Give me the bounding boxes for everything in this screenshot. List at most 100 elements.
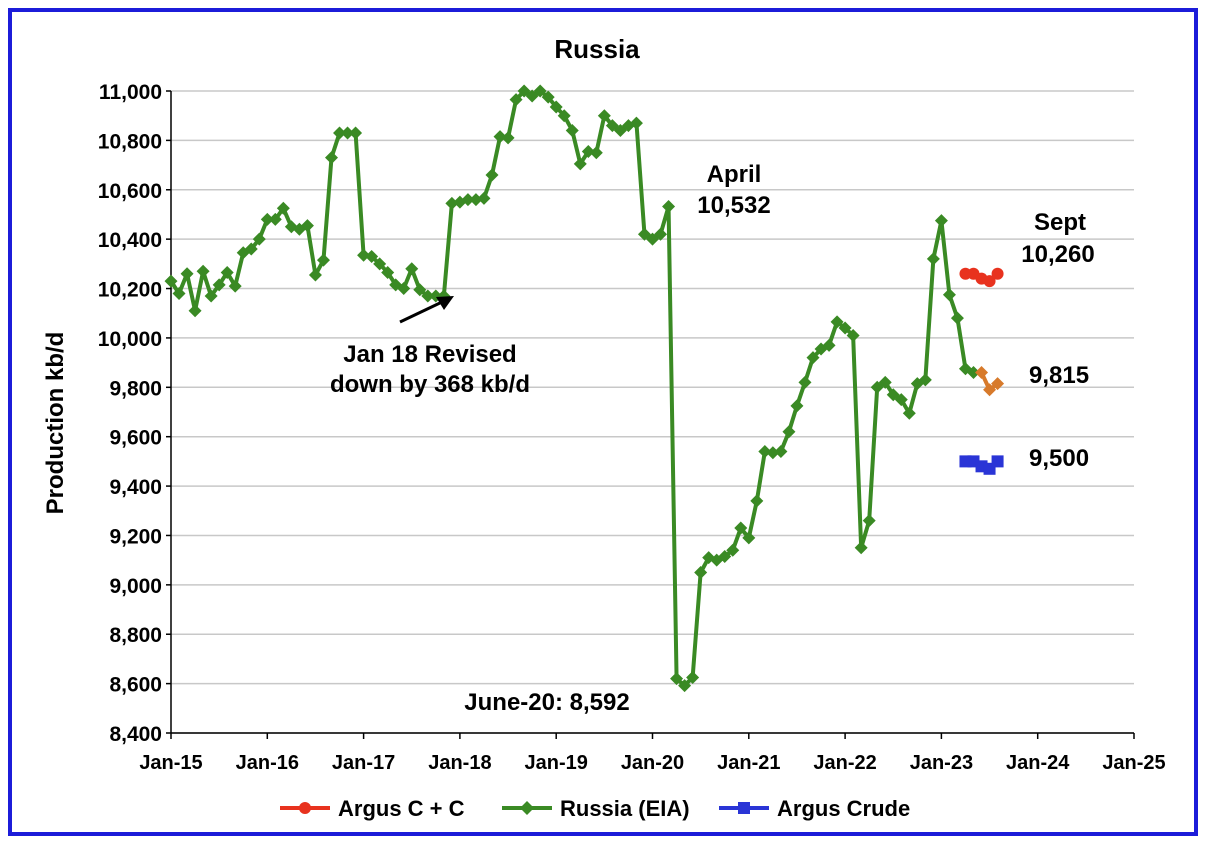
annotation-april-value: 10,532 bbox=[697, 192, 770, 219]
legend-item-russia-eia: Russia (EIA) bbox=[502, 796, 690, 821]
data-point bbox=[926, 252, 940, 266]
y-tick-label: 10,400 bbox=[98, 229, 162, 252]
data-point bbox=[493, 130, 507, 144]
y-tick-label: 10,000 bbox=[98, 328, 162, 351]
data-point bbox=[734, 521, 748, 535]
annotation-june20: June-20: 8,592 bbox=[464, 689, 629, 716]
y-tick-label: 8,800 bbox=[109, 624, 162, 647]
data-point bbox=[654, 227, 668, 241]
x-tick-label: Jan-15 bbox=[139, 752, 202, 774]
x-tick-label: Jan-20 bbox=[621, 752, 684, 774]
y-tick-label: 9,000 bbox=[109, 575, 162, 598]
annotation-sept: Sept bbox=[1034, 209, 1086, 236]
annotation-9500: 9,500 bbox=[1029, 445, 1089, 472]
y-tick-label: 9,200 bbox=[109, 525, 162, 548]
data-point bbox=[846, 328, 860, 342]
x-tick-label: Jan-18 bbox=[428, 752, 491, 774]
y-tick-label: 9,400 bbox=[109, 476, 162, 499]
data-point bbox=[477, 191, 491, 205]
data-point bbox=[220, 265, 234, 279]
data-point bbox=[589, 146, 603, 160]
arrow-icon bbox=[399, 296, 454, 324]
chart-frame: 8,400 8,600 8,800 9,000 9,200 9,400 9,600 9,800… bbox=[8, 8, 1198, 836]
data-point bbox=[822, 338, 836, 352]
data-point bbox=[694, 566, 708, 579]
data-point bbox=[597, 109, 611, 123]
data-point bbox=[726, 543, 740, 557]
data-point bbox=[421, 289, 435, 303]
data-point bbox=[461, 193, 475, 207]
data-point bbox=[878, 375, 892, 389]
data-point bbox=[445, 196, 459, 210]
data-point bbox=[533, 84, 547, 98]
data-point bbox=[397, 282, 411, 296]
data-point bbox=[276, 201, 290, 215]
data-point bbox=[196, 264, 210, 278]
data-point bbox=[718, 549, 732, 563]
data-point bbox=[341, 126, 355, 140]
data-point bbox=[950, 311, 964, 325]
data-point bbox=[365, 249, 379, 263]
data-point bbox=[333, 126, 347, 140]
x-axis-ticks: Jan-15 Jan-16 Jan-17 Jan-18 Jan-19 Jan-20 Jan-… bbox=[139, 733, 1166, 774]
data-point bbox=[742, 531, 756, 545]
annotation-jan18-detail: down by 368 kb/d bbox=[330, 371, 530, 398]
data-point bbox=[573, 157, 587, 171]
data-point bbox=[381, 265, 395, 279]
data-point bbox=[991, 377, 1005, 391]
data-point bbox=[308, 268, 322, 282]
data-point bbox=[565, 124, 579, 138]
data-point bbox=[830, 315, 844, 329]
data-point bbox=[862, 514, 876, 528]
data-point bbox=[991, 455, 1004, 468]
data-point bbox=[549, 100, 563, 114]
data-point bbox=[806, 351, 820, 365]
legend-label-argus-cc: Argus C + C bbox=[338, 796, 465, 821]
data-point bbox=[902, 406, 916, 420]
data-point bbox=[662, 200, 676, 214]
data-point bbox=[252, 232, 266, 246]
y-tick-label: 10,800 bbox=[98, 130, 162, 153]
data-point bbox=[325, 151, 338, 165]
x-tick-label: Jan-16 bbox=[236, 752, 299, 774]
data-point bbox=[894, 393, 908, 407]
x-tick-label: Jan-24 bbox=[1006, 752, 1070, 774]
data-point bbox=[750, 494, 764, 508]
data-point bbox=[509, 93, 523, 107]
data-point bbox=[942, 288, 956, 302]
y-tick-label: 9,600 bbox=[109, 427, 162, 450]
annotation-jan18: Jan 18 Revised bbox=[343, 341, 516, 368]
x-tick-label: Jan-23 bbox=[910, 752, 973, 774]
data-point bbox=[766, 446, 780, 460]
data-point bbox=[349, 126, 363, 140]
data-point bbox=[983, 383, 997, 397]
data-point bbox=[485, 168, 499, 182]
data-point bbox=[918, 373, 932, 387]
x-tick-label: Jan-19 bbox=[525, 752, 588, 774]
series-line-russia-eia bbox=[169, 89, 975, 688]
data-point bbox=[164, 274, 178, 288]
data-point bbox=[678, 679, 692, 693]
data-point bbox=[268, 212, 282, 226]
data-point bbox=[557, 109, 571, 123]
data-point bbox=[244, 242, 258, 256]
data-point bbox=[469, 193, 483, 207]
annotation-sept-value: 10,260 bbox=[1021, 241, 1094, 268]
data-point bbox=[413, 283, 427, 297]
data-point bbox=[782, 425, 796, 439]
data-point bbox=[212, 278, 226, 292]
data-point bbox=[260, 212, 274, 226]
y-tick-label: 10,200 bbox=[98, 279, 162, 302]
data-point bbox=[172, 286, 186, 300]
gridlines bbox=[166, 90, 1134, 734]
data-point bbox=[854, 541, 868, 555]
data-point bbox=[316, 253, 330, 267]
y-tick-label: 8,400 bbox=[109, 723, 162, 746]
data-point bbox=[758, 445, 772, 459]
annotation-9815: 9,815 bbox=[1029, 362, 1089, 389]
chart-svg: 8,400 8,600 8,800 9,000 9,200 9,400 9,600 9,800… bbox=[42, 34, 1166, 821]
data-point bbox=[991, 267, 1004, 280]
y-tick-label: 11,000 bbox=[99, 81, 162, 104]
data-point bbox=[501, 131, 515, 145]
data-point bbox=[790, 399, 804, 413]
